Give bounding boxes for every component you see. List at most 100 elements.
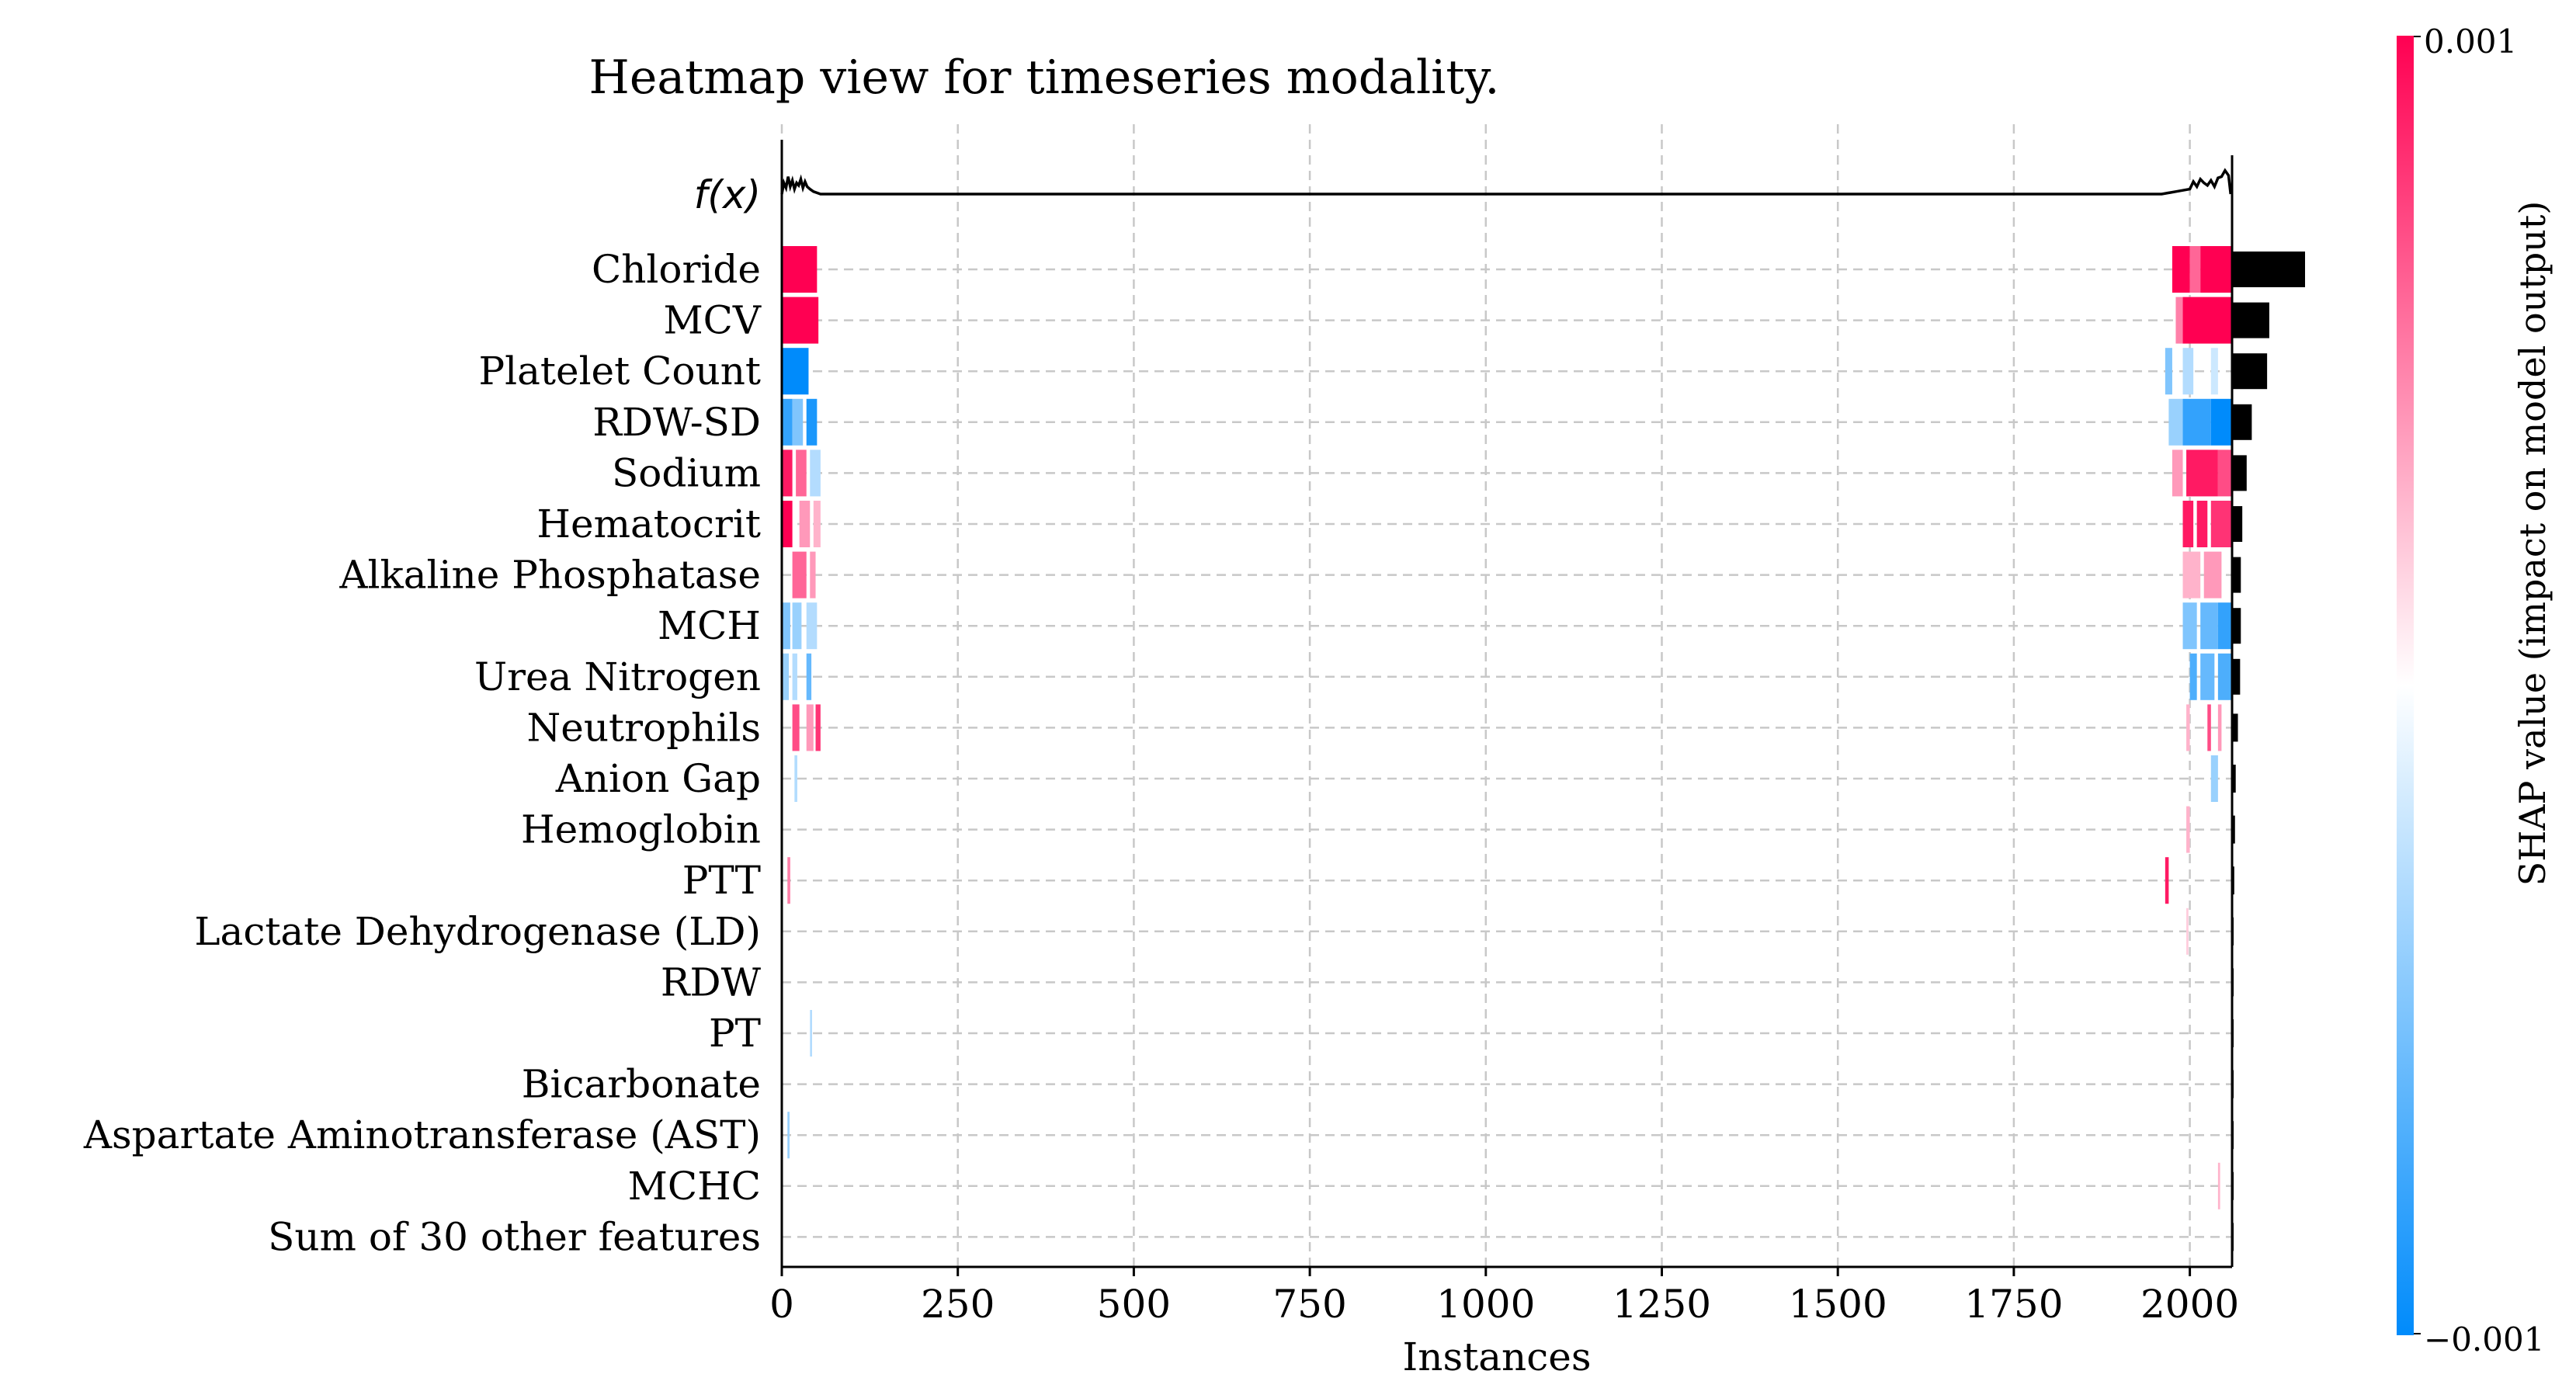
heat-cell-38 <box>2217 602 2233 650</box>
feature-label: Neutrophils <box>527 705 762 750</box>
heat-cell-31 <box>2182 551 2201 599</box>
feature-label: Lactate Dehydrogenase (LD) <box>194 909 761 954</box>
heat-cell-7 <box>782 348 809 395</box>
heat-cell-8 <box>2165 348 2172 395</box>
heat-cell-13 <box>806 398 818 446</box>
chart-title: Heatmap view for timeseries modality. <box>589 50 1500 105</box>
colorbar-min-label: −0.001 <box>2424 1320 2544 1359</box>
heat-cell-23 <box>782 501 793 547</box>
heat-cell-18 <box>796 449 807 497</box>
heat-cell-12 <box>792 398 804 446</box>
heat-cell-46 <box>806 704 814 751</box>
fx-line <box>780 168 2232 196</box>
heat-cell-28 <box>2210 501 2233 547</box>
importance-bar-19 <box>2232 1223 2234 1251</box>
feature-label: Platelet Count <box>478 349 761 394</box>
heat-cell-59 <box>2217 1162 2220 1209</box>
heat-cell-45 <box>792 704 800 751</box>
heat-cell-22 <box>2217 449 2233 497</box>
heat-cell-35 <box>806 602 818 650</box>
importance-bar-4 <box>2232 455 2247 491</box>
heat-cell-20 <box>2172 449 2183 497</box>
heat-cell-32 <box>2203 551 2222 599</box>
heat-cell-29 <box>792 551 807 599</box>
feature-label: Sum of 30 other features <box>268 1214 761 1259</box>
feature-label: PT <box>709 1011 761 1056</box>
heat-cell-10 <box>2210 348 2218 395</box>
heat-cell-5 <box>2175 297 2183 344</box>
importance-bar-3 <box>2232 404 2252 440</box>
heat-cell-43 <box>2200 653 2215 700</box>
fx-label: f(x) <box>694 172 761 217</box>
grid-layer <box>780 124 2233 1267</box>
feature-label: MCV <box>663 298 761 343</box>
heat-cell-1 <box>2172 246 2190 293</box>
heat-cell-11 <box>782 398 793 446</box>
feature-label: Chloride <box>592 247 761 292</box>
heat-cell-0 <box>782 246 818 293</box>
importance-bar-1 <box>2232 302 2269 338</box>
importance-bar-16 <box>2232 1070 2234 1098</box>
x-tick-label: 1500 <box>1789 1282 1887 1327</box>
heat-cell-40 <box>792 653 797 700</box>
heat-cell-27 <box>2196 501 2208 547</box>
fx-line-layer <box>780 144 2232 196</box>
heat-cell-49 <box>2207 704 2211 751</box>
heat-cell-16 <box>2210 398 2233 446</box>
importance-bar-5 <box>2232 506 2243 542</box>
x-axis: 0 250 500 750 1000 1250 1500 1750 2000 <box>769 1265 2239 1327</box>
heat-cell-58 <box>787 1112 790 1159</box>
feature-label: Bicarbonate <box>522 1062 761 1107</box>
heat-cell-54 <box>787 857 790 904</box>
importance-bar-6 <box>2232 557 2241 593</box>
feature-label: Aspartate Aminotransferase (AST) <box>83 1112 761 1157</box>
feature-label: Hematocrit <box>536 501 761 547</box>
x-tick-label: 750 <box>1272 1282 1346 1327</box>
importance-bar-17 <box>2232 1121 2234 1150</box>
heat-cell-39 <box>782 653 790 700</box>
heat-cell-44 <box>2217 653 2233 700</box>
heat-cell-9 <box>2182 348 2194 395</box>
heat-cell-57 <box>810 1010 812 1057</box>
heat-cell-47 <box>815 704 821 751</box>
heat-cell-33 <box>782 602 790 650</box>
heat-cell-42 <box>2189 653 2197 700</box>
feature-label: Hemoglobin <box>521 807 761 852</box>
heat-cell-25 <box>813 501 821 547</box>
heat-cell-30 <box>810 551 816 599</box>
importance-bar-10 <box>2232 765 2236 793</box>
importance-bar-15 <box>2232 1019 2234 1047</box>
heat-cell-6 <box>2182 297 2233 344</box>
feature-label: Sodium <box>612 450 761 495</box>
heat-cell-17 <box>782 449 793 497</box>
feature-label: PTT <box>682 858 761 903</box>
heat-cell-51 <box>794 755 797 802</box>
feature-label: Anion Gap <box>555 756 761 801</box>
heat-cell-55 <box>2165 857 2169 904</box>
heat-cell-4 <box>782 297 819 344</box>
heat-cell-15 <box>2182 398 2211 446</box>
importance-bar-9 <box>2232 713 2238 742</box>
colorbar-max-label: 0.001 <box>2424 23 2517 61</box>
heat-cell-52 <box>2210 755 2218 802</box>
feature-label: Alkaline Phosphatase <box>338 553 761 598</box>
x-axis-label: Instances <box>1403 1334 1592 1379</box>
heat-cell-24 <box>799 501 811 547</box>
heat-cell-2 <box>2189 246 2201 293</box>
feature-label: MCH <box>658 603 761 648</box>
heat-cell-14 <box>2168 398 2183 446</box>
importance-bar-11 <box>2232 815 2235 844</box>
heat-cell-48 <box>2186 704 2190 751</box>
importance-bars <box>2232 252 2306 1251</box>
importance-bar-18 <box>2232 1171 2234 1200</box>
heatmap-cells <box>780 140 2234 1267</box>
feature-label: Urea Nitrogen <box>474 654 761 699</box>
importance-bar-14 <box>2232 968 2234 997</box>
feature-label: MCHC <box>628 1164 761 1209</box>
heat-cell-21 <box>2186 449 2218 497</box>
x-tick-label: 2000 <box>2140 1282 2239 1327</box>
importance-bar-12 <box>2232 866 2234 895</box>
importance-bar-7 <box>2232 608 2241 644</box>
colorbar-label: SHAP value (impact on model output) <box>2512 201 2553 887</box>
